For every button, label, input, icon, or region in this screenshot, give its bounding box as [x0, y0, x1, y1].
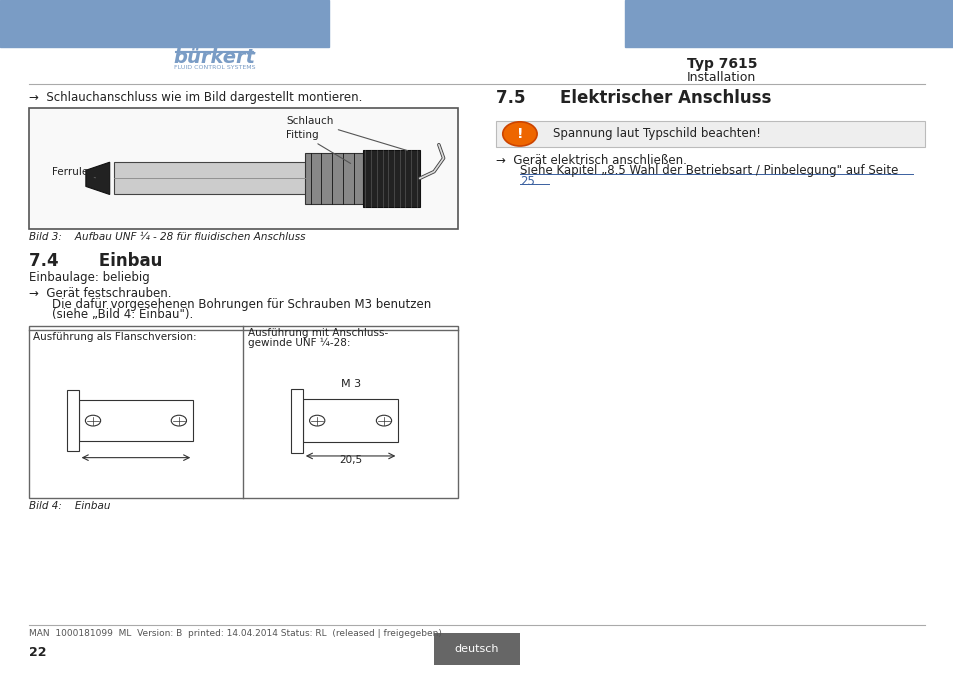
Text: gewinde UNF ¼-28:: gewinde UNF ¼-28: [248, 338, 350, 349]
Bar [67, 390, 78, 451]
Text: 7.4       Einbau: 7.4 Einbau [29, 252, 162, 270]
Bar [362, 150, 419, 207]
Bar [79, 400, 193, 441]
Bar [29, 108, 457, 229]
Circle shape [171, 415, 186, 426]
Text: Bild 3:    Aufbau UNF ¼ - 28 für fluidischen Anschluss: Bild 3: Aufbau UNF ¼ - 28 für fluidische… [29, 232, 305, 242]
Text: Einbaulage: beliebig: Einbaulage: beliebig [29, 271, 150, 285]
Text: 25.: 25. [519, 175, 538, 188]
Text: →  Gerät elektrisch anschließen.: → Gerät elektrisch anschließen. [496, 153, 686, 167]
Bar [496, 121, 924, 147]
Text: Ferrule: Ferrule [52, 168, 95, 178]
Bar [29, 326, 457, 498]
Text: M 3: M 3 [340, 379, 360, 388]
Text: Ausführung als Flanschversion:: Ausführung als Flanschversion: [33, 332, 197, 341]
Bar [434, 633, 519, 665]
Bar [114, 162, 334, 194]
Bar [0, 0, 329, 47]
Text: MAN  1000181099  ML  Version: B  printed: 14.04.2014 Status: RL  (released | fre: MAN 1000181099 ML Version: B printed: 14… [29, 629, 441, 639]
Text: Siehe Kapitel „8.5 Wahl der Betriebsart / Pinbelegung" auf Seite: Siehe Kapitel „8.5 Wahl der Betriebsart … [519, 164, 898, 178]
Text: FLUID CONTROL SYSTEMS: FLUID CONTROL SYSTEMS [173, 65, 255, 70]
Text: Ausführung mit Anschluss-: Ausführung mit Anschluss- [248, 328, 388, 338]
Circle shape [375, 415, 391, 426]
Text: Spannung laut Typschild beachten!: Spannung laut Typschild beachten! [553, 127, 760, 141]
Text: Bild 4:    Einbau: Bild 4: Einbau [29, 501, 110, 511]
Text: (siehe „Bild 4: Einbau").: (siehe „Bild 4: Einbau"). [52, 308, 193, 322]
Bar [305, 153, 391, 204]
Text: Schlauch: Schlauch [286, 116, 407, 151]
Text: Fitting: Fitting [286, 130, 351, 164]
Circle shape [85, 415, 101, 426]
Circle shape [309, 415, 324, 426]
Circle shape [502, 122, 537, 146]
Text: →  Schlauchanschluss wie im Bild dargestellt montieren.: → Schlauchanschluss wie im Bild dargeste… [29, 91, 361, 104]
Bar [624, 0, 953, 47]
Text: Typ 7615: Typ 7615 [686, 57, 757, 71]
Text: deutsch: deutsch [455, 644, 498, 653]
Text: 20,5: 20,5 [338, 455, 362, 464]
Polygon shape [86, 162, 110, 194]
Bar [303, 398, 398, 443]
Text: Installation: Installation [686, 71, 756, 84]
Bar [291, 389, 303, 453]
Text: !: ! [517, 127, 522, 141]
Text: Die dafür vorgesehenen Bohrungen für Schrauben M3 benutzen: Die dafür vorgesehenen Bohrungen für Sch… [52, 297, 432, 311]
Text: 22: 22 [29, 646, 46, 660]
Text: 7.5      Elektrischer Anschluss: 7.5 Elektrischer Anschluss [496, 89, 771, 106]
Text: →  Gerät festschrauben.: → Gerät festschrauben. [29, 287, 171, 300]
Text: bürkert: bürkert [173, 48, 255, 67]
